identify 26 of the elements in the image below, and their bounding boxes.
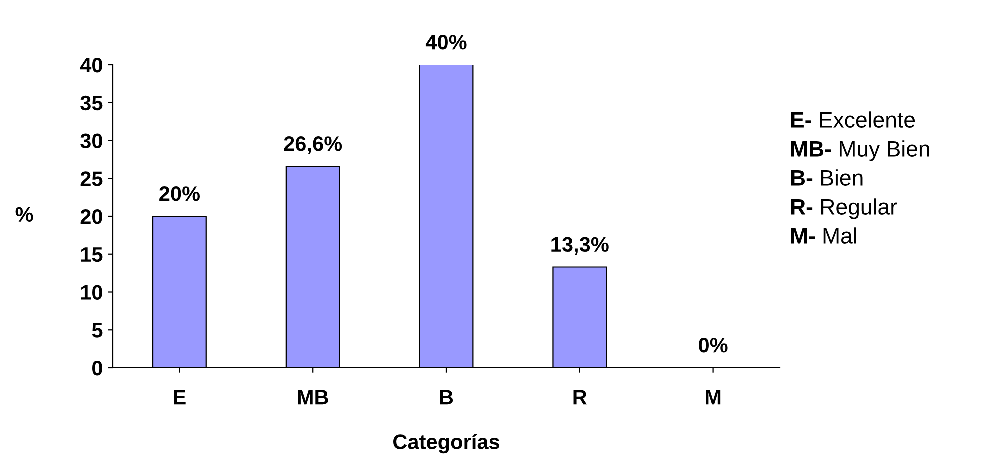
x-tick-label: M: [706, 390, 721, 405]
text: MB- Muy Bien: [791, 140, 930, 162]
y-tick-label: 5: [92, 323, 103, 338]
text: M- Mal: [791, 228, 856, 244]
data-label: 0%: [699, 338, 728, 353]
y-tick-label: 25: [80, 172, 103, 186]
data-label: 40%: [426, 35, 467, 50]
text: R- Regular: [791, 198, 898, 220]
y-tick-label: 30: [80, 134, 102, 149]
x-tick-label: MB: [298, 390, 328, 405]
text: E- Excelente: [791, 112, 916, 128]
data-label: 13,3%: [552, 237, 609, 256]
x-tick-label: B: [440, 390, 454, 405]
x-axis-title: Categorías: [394, 434, 500, 454]
x-tick-label: E: [174, 390, 186, 405]
y-tick-label: 10: [81, 285, 102, 300]
text: B- Bien: [791, 170, 863, 186]
y-tick-label: 35: [80, 96, 103, 111]
y-tick-label: 15: [81, 248, 103, 262]
data-label: 20%: [160, 186, 200, 202]
data-label: 26,6%: [284, 136, 342, 154]
y-axis-title: %: [16, 207, 34, 222]
x-tick-label: R: [574, 390, 587, 405]
y-tick-label: 0: [92, 361, 102, 376]
y-tick-label: 20: [80, 210, 102, 224]
y-tick-label: 40: [80, 58, 102, 73]
